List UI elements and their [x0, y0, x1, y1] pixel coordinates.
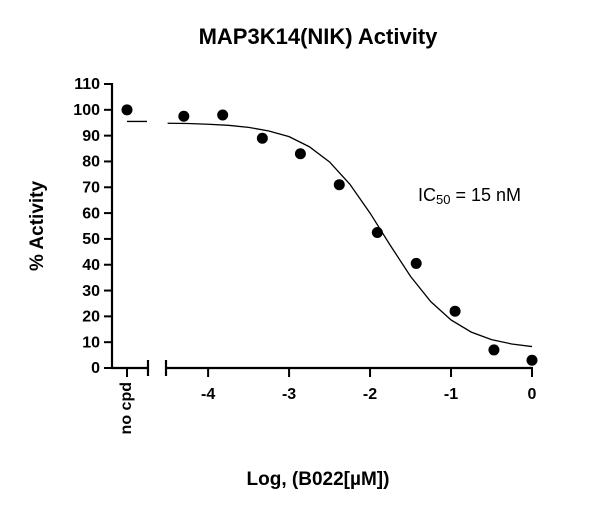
y-tick-label: 40: [82, 257, 100, 274]
data-point: [371, 226, 383, 238]
annotation-rest: = 15 nM: [450, 185, 521, 205]
data-point: [178, 110, 190, 122]
y-tick-label: 60: [82, 205, 100, 222]
category-point: [121, 104, 133, 116]
data-point: [217, 109, 229, 121]
y-tick-label: 80: [82, 154, 100, 171]
y-tick-label: 70: [82, 179, 100, 196]
y-tick-label: 50: [82, 231, 100, 248]
chart-title: MAP3K14(NIK) Activity: [199, 24, 439, 49]
data-point: [294, 148, 306, 160]
y-axis-label: % Activity: [27, 181, 48, 272]
category-label: no cpd: [118, 382, 135, 434]
data-point: [333, 179, 345, 191]
x-tick-label: -1: [444, 386, 458, 403]
x-axis-label: Log, (B022[µM]): [247, 469, 390, 490]
data-point: [410, 257, 422, 269]
y-tick-label: 30: [82, 283, 100, 300]
annotation-subscript: 50: [436, 192, 450, 207]
x-tick-label: -4: [201, 386, 215, 403]
data-point: [488, 344, 500, 356]
fit-curve: [167, 122, 533, 348]
y-tick-label: 90: [82, 128, 100, 145]
y-tick-label: 0: [91, 360, 100, 377]
y-tick-label: 10: [82, 334, 100, 351]
x-tick-label: -2: [363, 386, 377, 403]
ic50-annotation: IC50 = 15 nM: [418, 185, 521, 208]
x-tick-label: 0: [528, 386, 537, 403]
y-tick-label: 100: [73, 102, 100, 119]
y-tick-label: 110: [74, 76, 100, 93]
annotation-text: IC: [418, 185, 436, 205]
x-tick-label: -3: [282, 386, 296, 403]
y-tick-label: 20: [82, 309, 100, 326]
data-point: [256, 132, 268, 144]
data-point: [526, 354, 538, 366]
data-point: [449, 305, 461, 317]
